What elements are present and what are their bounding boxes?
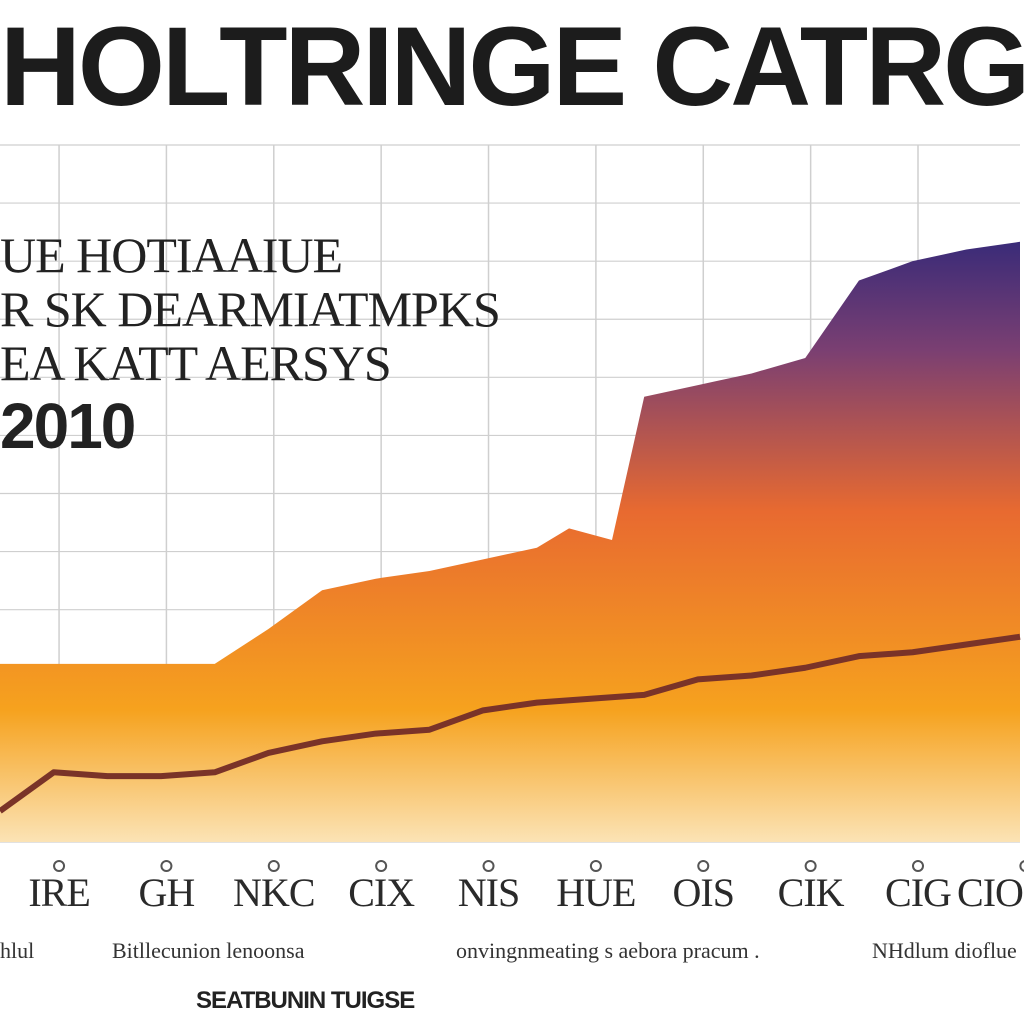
series-line bbox=[0, 633, 1021, 814]
caption: Bitllecunion lenoonsa bbox=[112, 938, 305, 963]
chart-title: HOLTRINGE CATRGE bbox=[0, 12, 1024, 122]
x-tick-label: NIS bbox=[457, 870, 520, 915]
tick-markers bbox=[53, 860, 1024, 872]
tick-marker bbox=[912, 860, 924, 872]
x-tick-label: NKC bbox=[233, 870, 315, 915]
x-tick-label: HUE bbox=[556, 870, 636, 915]
series-area bbox=[0, 241, 1020, 843]
x-tick-label: IRE bbox=[28, 870, 90, 915]
x-tick-label: GH bbox=[138, 870, 196, 915]
caption: NHdlum dioflue bbox=[872, 938, 1017, 963]
tick-marker bbox=[53, 860, 66, 872]
tick-marker bbox=[375, 860, 388, 872]
tick-marker bbox=[697, 860, 710, 872]
x-tick-label: OIS bbox=[672, 870, 735, 915]
x-tick-label: CIG bbox=[885, 870, 952, 915]
tick-marker bbox=[589, 860, 602, 872]
caption-bottom: SEATBUNIN TUIGSE bbox=[196, 987, 415, 1014]
tick-marker bbox=[804, 860, 817, 872]
tick-marker bbox=[160, 860, 173, 872]
tick-marker bbox=[482, 860, 495, 872]
tick-marker bbox=[1019, 860, 1024, 872]
x-tick-label: CIK bbox=[777, 870, 845, 915]
x-tick-label: CIO bbox=[957, 870, 1024, 915]
caption: onvingnmeating s aebora pracum . bbox=[456, 938, 760, 963]
x-tick-label: CIX bbox=[348, 870, 415, 915]
caption: hlul bbox=[0, 938, 35, 963]
tick-marker bbox=[267, 860, 280, 872]
